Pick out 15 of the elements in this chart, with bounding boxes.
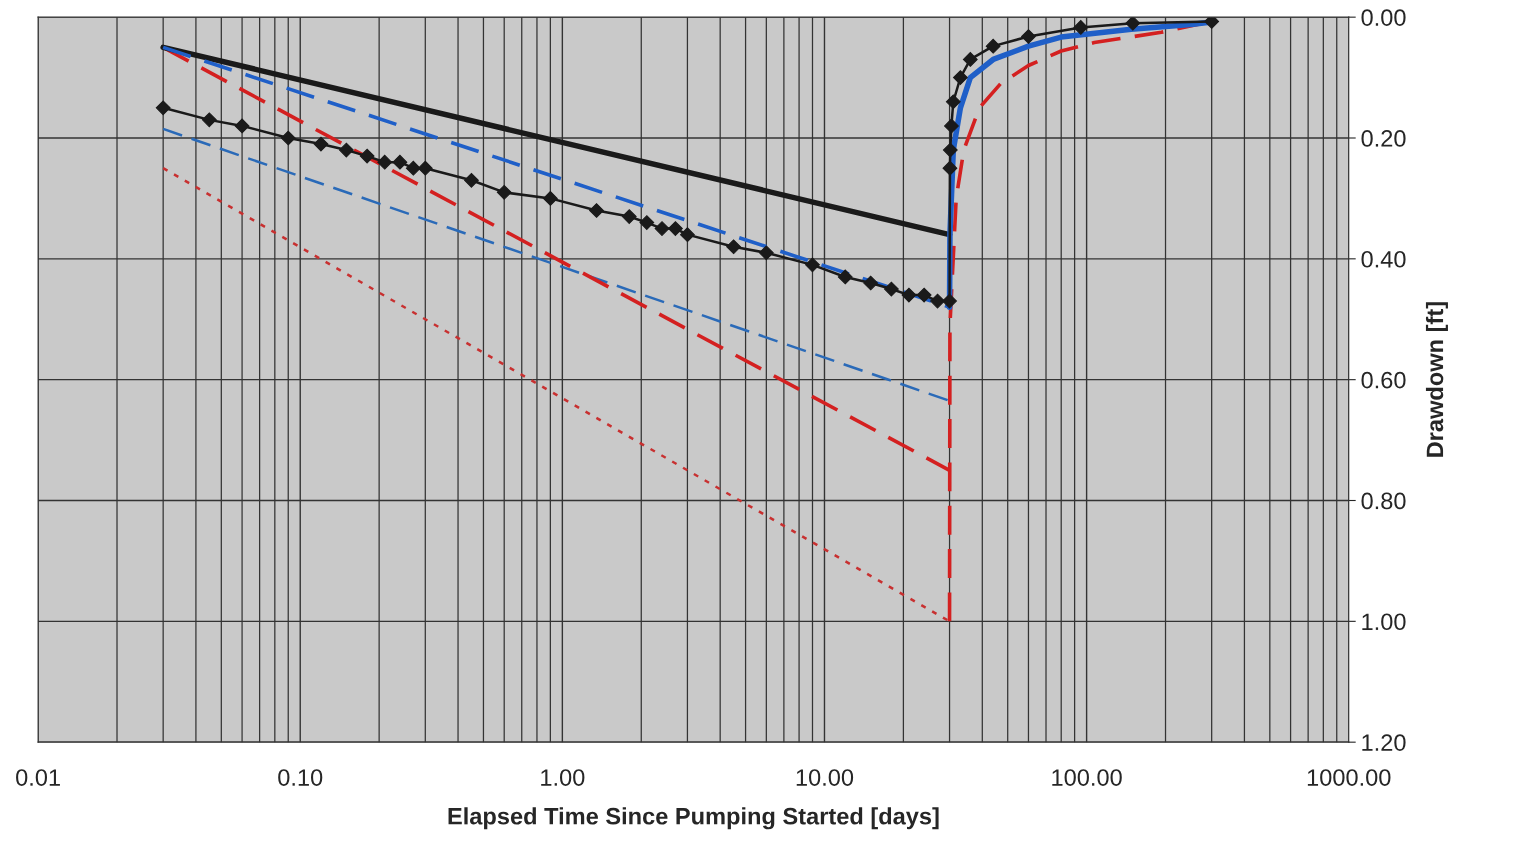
y-tick-label: 0.40: [1361, 250, 1406, 268]
y-tick-label: 1.20: [1362, 734, 1406, 751]
y-tick-label: 0.20: [1361, 130, 1406, 147]
y-tick-label: 0.80: [1361, 492, 1406, 510]
x-axis-title: Elapsed Time Since Pumping Started [days]: [448, 807, 939, 830]
x-tick-label: 1.00: [541, 769, 585, 786]
x-tick-label: 1000.00: [1307, 769, 1391, 786]
x-tick-label: 0.10: [278, 769, 323, 786]
y-axis-title: Drawdown [ft]: [1425, 302, 1448, 457]
x-tick-label: 100.00: [1052, 769, 1122, 786]
x-tick-label: 10.00: [796, 769, 854, 786]
y-tick-label: 0.60: [1361, 371, 1406, 389]
x-tick-label: 0.01: [16, 769, 60, 786]
y-tick-label: 1.00: [1362, 613, 1406, 631]
y-tick-label: 0.00: [1361, 9, 1406, 26]
